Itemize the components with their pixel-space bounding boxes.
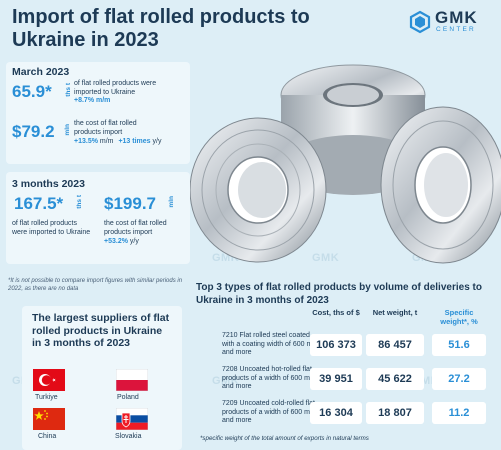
march-cost-value: $79.2 [12,122,55,141]
logo-sub: CENTER [436,26,476,33]
table-footnote: *specific weight of the total amount of … [200,435,369,442]
steel-coils-illustration [189,64,501,264]
suppliers-title: The largest suppliers of flat rolled pro… [32,312,170,349]
quarter-cost-change-suffix: y/y [129,238,139,245]
quarter-card: 3 months 2023 167.5* ths t of flat rolle… [6,172,190,264]
header-weight: Net weight, t [372,308,418,317]
row-1-cost: 106 373 [310,334,362,356]
row-3-cost: 16 304 [310,402,362,424]
header-specific: Specific weight*, % [440,308,478,326]
march-card: March 2023 65.9* ths t of flat rolled pr… [6,62,190,164]
logo-main: GMK [435,8,478,27]
quarter-heading: 3 months 2023 [12,178,85,190]
watermark: GMK [312,252,340,264]
watermark: GMK [212,375,240,387]
march-cost-unit: mln [64,124,71,136]
quarter-volume-desc: of flat rolled products were imported to… [12,220,91,236]
march-cost-yy-suffix: y/y [152,138,162,145]
row-3-weight: 18 807 [366,402,424,424]
row-2-desc: 7208 Uncoated hot-rolled flat products o… [222,366,316,390]
poland-flag-icon [116,369,148,391]
row-2-cost: 39 951 [310,368,362,390]
march-volume-desc: of flat rolled products were imported to… [74,80,157,96]
march-heading: March 2023 [12,66,70,78]
supplier-slovakia: Slovakia [115,433,142,440]
march-cost-yy: +13 times [118,138,151,145]
march-cost-change: +13.5% m/m +13 times y/y [74,138,161,145]
quarter-cost-desc: the cost of flat rolled products import [104,220,167,236]
supplier-poland: Poland [117,394,139,401]
quarter-volume-unit: ths t [76,195,83,209]
row-3-specific: 11.2 [432,402,486,424]
comparison-note: *It is not possible to compare import fi… [8,278,183,292]
row-1-weight: 86 457 [366,334,424,356]
quarter-cost-change: +53.2% y/y [104,238,139,245]
quarter-volume-value: 167.5* [14,194,64,213]
gmk-logo-icon [409,10,431,34]
row-2-weight: 45 622 [366,368,424,390]
row-1-desc: 7210 Flat rolled steel coated with a coa… [222,332,319,356]
page-title: Import of flat rolled products to Ukrain… [12,6,310,51]
header-cost: Cost, ths of $ [312,308,360,317]
march-volume-unit: ths t [65,83,72,97]
march-cost-mm-suffix: m/m [99,138,114,145]
supplier-turkiye: Turkiye [35,394,58,401]
slovakia-flag-icon [116,408,148,430]
row-3-desc: 7209 Uncoated cold-rolled flat products … [222,400,316,424]
quarter-cost-value: $199.7 [104,194,156,213]
china-flag-icon [33,408,65,430]
row-1-specific: 51.6 [432,334,486,356]
table-title: Top 3 types of flat rolled products by v… [196,282,482,306]
turkey-flag-icon [33,369,65,391]
row-2-specific: 27.2 [432,368,486,390]
march-volume-change: +8.7% m/m [74,97,111,104]
supplier-china: China [38,433,57,440]
march-volume-value: 65.9* [12,82,52,101]
march-cost-desc: the cost of flat rolled products import [74,120,137,136]
quarter-cost-change-value: +53.2% [104,238,128,245]
gmk-logo: GMK CENTER [408,8,498,38]
quarter-cost-unit: mln [168,196,175,208]
march-cost-mm: +13.5% [74,138,98,145]
